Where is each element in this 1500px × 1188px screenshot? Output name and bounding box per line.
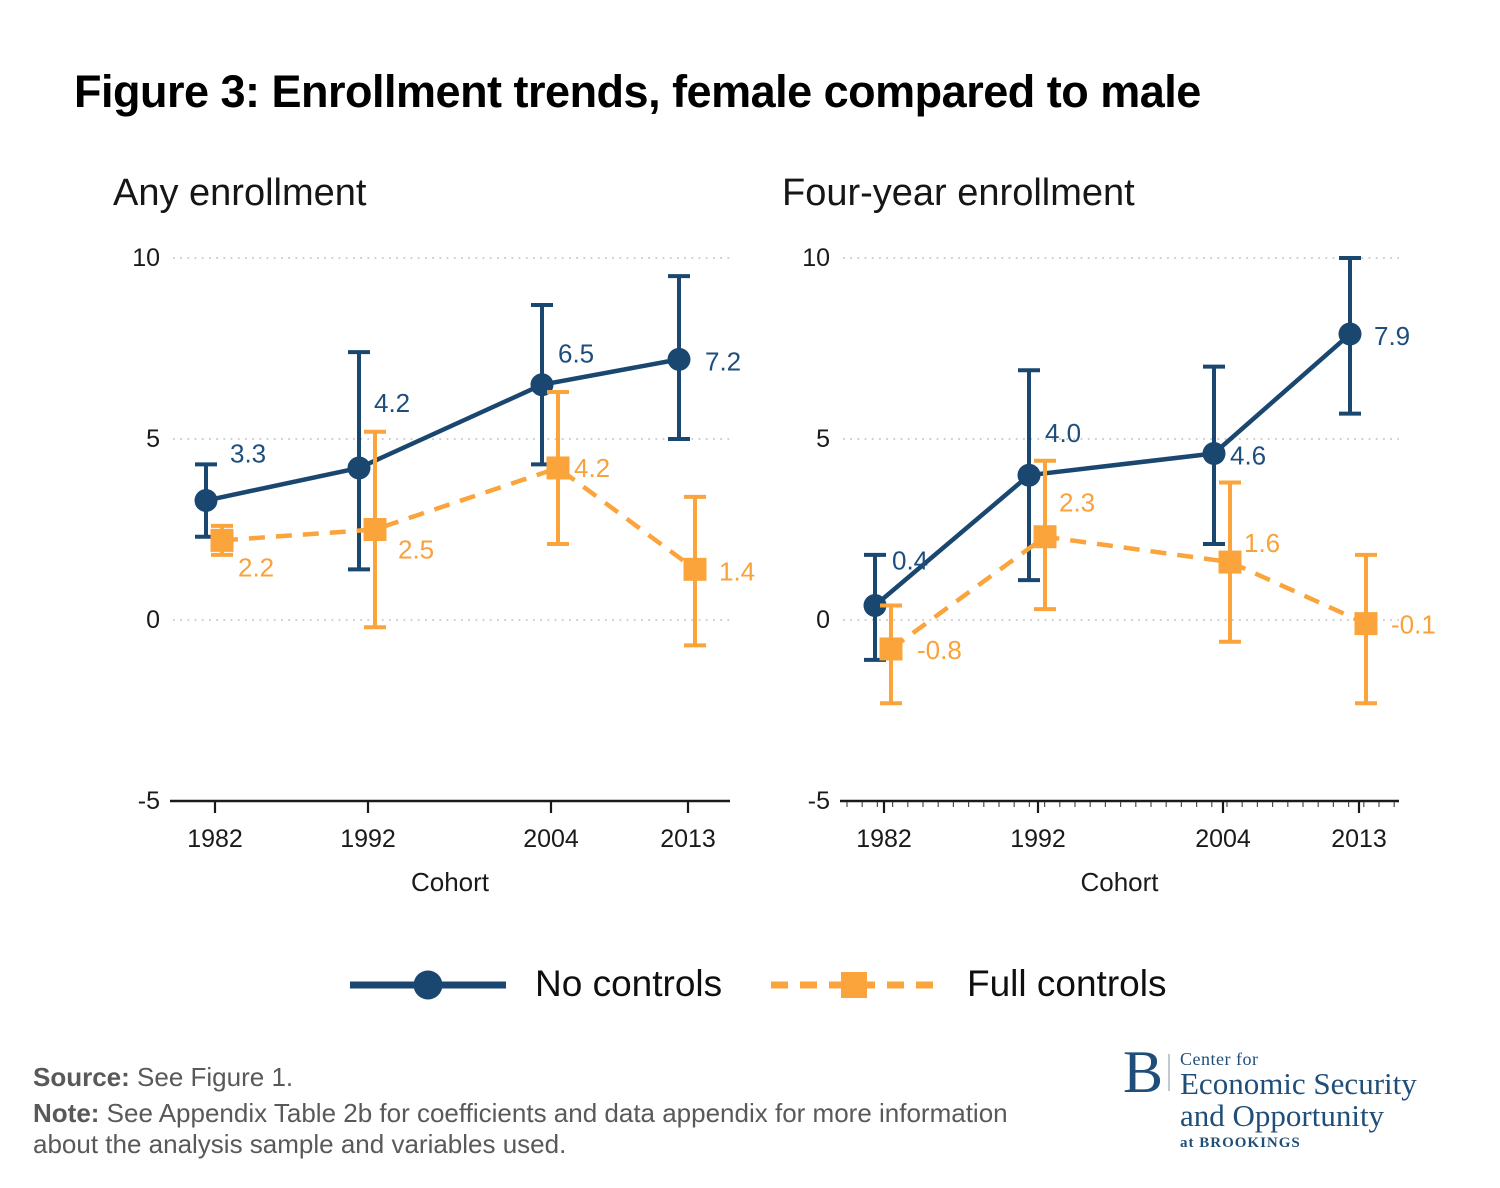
data-point-marker — [879, 637, 903, 661]
x-tick-label: 1992 — [340, 825, 396, 853]
value-label: -0.8 — [917, 635, 962, 665]
y-tick-label: 10 — [802, 244, 830, 272]
value-label: 4.6 — [1230, 440, 1266, 470]
legend-no-controls-sample — [350, 965, 506, 1010]
y-tick-label: 5 — [816, 425, 830, 453]
data-point-marker — [1338, 322, 1362, 346]
legend-no-controls-label: No controls — [535, 963, 723, 1004]
x-tick-label: 2013 — [1331, 825, 1387, 853]
source-text: See Figure 1. — [129, 1062, 294, 1092]
value-label: -0.1 — [1391, 610, 1436, 640]
panel-title-four-year-enrollment: Four-year enrollment — [782, 172, 1135, 214]
x-axis-title: Cohort — [1080, 867, 1159, 897]
data-point-marker — [667, 347, 691, 371]
series-line-no-controls — [873, 332, 1352, 608]
value-label: 4.2 — [574, 453, 610, 483]
source-label: Source: — [33, 1062, 130, 1092]
legend-full-controls-sample — [771, 965, 937, 1010]
data-point-marker — [347, 456, 371, 480]
logo-name-line2: and Opportunity — [1180, 1098, 1385, 1133]
x-tick-label: 2004 — [1195, 825, 1251, 853]
series-line-full-controls — [889, 534, 1367, 651]
series-line-full-controls — [221, 465, 697, 572]
series-line-no-controls — [205, 357, 680, 503]
legend-sample-svg — [771, 972, 937, 998]
logo-at-brookings: at BROOKINGS — [1180, 1135, 1301, 1151]
data-point-marker — [1033, 525, 1057, 549]
legend-full-controls-label: Full controls — [967, 963, 1167, 1004]
value-label: 2.5 — [398, 535, 434, 565]
note-line1: See Appendix Table 2b for coefficients a… — [99, 1098, 1008, 1128]
value-label: 7.9 — [1374, 321, 1410, 351]
chart-panel-four-year-enrollment: 10 5 0 -5 1982 1992 2004 2013 Cohort 0.4 4.0 4.6 7.9… — [802, 244, 1436, 897]
x-tick-label: 2013 — [660, 825, 716, 853]
data-point-marker — [546, 456, 570, 480]
value-label: 1.6 — [1244, 528, 1280, 558]
logo-divider — [1168, 1054, 1170, 1091]
brookings-b-mark: B — [1123, 1039, 1164, 1105]
charts-canvas: 10 5 0 -5 1982 1992 2004 2013 Cohort 3.3 4.2 6.5 7.2… — [132, 244, 1436, 897]
y-tick-label: 0 — [146, 606, 160, 634]
value-label: 1.4 — [719, 556, 755, 586]
logo-center-for: Center for — [1180, 1049, 1259, 1069]
note-label: Note: — [33, 1098, 100, 1128]
value-label: 2.3 — [1059, 488, 1095, 518]
legend-sample-svg — [350, 970, 506, 1000]
note-text: Note: See Appendix Table 2b for coeffici… — [33, 1098, 1043, 1160]
x-tick-label: 2004 — [523, 825, 579, 853]
value-label: 6.5 — [558, 339, 594, 369]
x-tick-label: 1992 — [1010, 825, 1066, 853]
value-label: 4.0 — [1045, 418, 1081, 448]
y-tick-label: 5 — [146, 425, 160, 453]
data-point-marker — [1202, 441, 1226, 465]
logo-text-block: Center for Economic Security and Opportu… — [1180, 1050, 1417, 1152]
data-point-marker — [194, 489, 218, 513]
y-tick-label: -5 — [808, 787, 830, 815]
data-point-marker — [363, 518, 387, 541]
figure-title: Figure 3: Enrollment trends, female comp… — [74, 66, 1201, 117]
data-point-marker — [1354, 612, 1378, 636]
y-tick-label: 0 — [816, 606, 830, 634]
data-point-marker — [1017, 463, 1041, 487]
data-point-marker — [1218, 550, 1242, 574]
data-point-marker — [863, 594, 887, 618]
value-label: 3.3 — [230, 439, 266, 469]
data-point-marker — [210, 528, 234, 552]
x-tick-label: 1982 — [856, 825, 912, 853]
value-label: 4.2 — [374, 388, 410, 418]
data-point-marker — [683, 557, 707, 581]
value-label: 0.4 — [892, 546, 928, 576]
circle-marker-icon — [413, 970, 443, 1000]
note-line2: about the analysis sample and variables … — [33, 1129, 567, 1159]
y-tick-label: -5 — [138, 787, 160, 815]
panel-title-any-enrollment: Any enrollment — [113, 172, 367, 214]
x-axis-title: Cohort — [411, 867, 490, 897]
square-marker-icon — [841, 972, 867, 998]
logo-name-line1: Economic Security — [1180, 1066, 1417, 1101]
value-label: 2.2 — [238, 552, 274, 582]
x-tick-label: 1982 — [187, 825, 243, 853]
value-label: 7.2 — [705, 346, 741, 376]
source-note: Source: See Figure 1. — [33, 1062, 293, 1093]
chart-panel-any-enrollment: 10 5 0 -5 1982 1992 2004 2013 Cohort 3.3 4.2 6.5 7.2… — [132, 244, 755, 897]
y-tick-label: 10 — [132, 244, 160, 272]
